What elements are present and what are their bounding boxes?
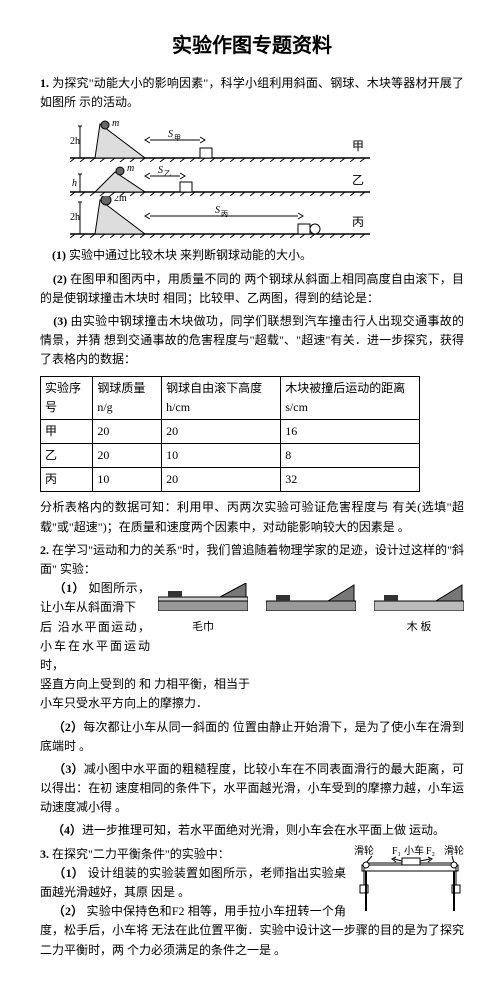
table-row: 丙102032 [41,468,420,492]
svg-text:h: h [72,178,77,189]
q1-p1: (1) 实验中通过比较木块 来判断钢球动能的大小。 [40,246,464,265]
q1-intro: 1. 为探究"动能大小的影响因素"，科学小组利用斜面、钢球、木块等器材开展了如图… [40,74,464,112]
svg-text:F₁: F₁ [392,846,401,857]
q2-num: 2. [40,543,49,557]
table-header-row: 实验序号 钢球质量 n/g 钢球自由滚下高度 h/cm 木块被撞后运动的距离 s… [41,376,420,419]
q2-p4: （4）进一步推理可知，若水平面绝对光滑，则小车会在水平面上做 运动。 [40,821,464,840]
q2: 2. 在学习"运动和力的关系"时，我们曾追随着物理学家的足迹，设计过这样的"斜面… [40,541,464,714]
svg-text:S: S [215,205,220,216]
data-table: 实验序号 钢球质量 n/g 钢球自由滚下高度 h/cm 木块被撞后运动的距离 s… [40,376,420,493]
ramp-yi: m h S乙 乙 [70,162,370,196]
svg-text:甲: 甲 [352,139,364,153]
table-row: 乙20108 [41,444,420,468]
surface-mid [266,583,356,637]
th: 实验序号 [41,376,93,419]
surface-towel: 毛巾 [158,583,248,637]
page-title: 实验作图专题资料 [40,30,464,62]
svg-text:小车: 小车 [404,845,424,857]
svg-text:2h: 2h [70,136,80,147]
svg-text:F₂: F₂ [426,846,435,857]
th: 钢球自由滚下高度 h/cm [162,376,281,419]
svg-text:2h: 2h [70,212,80,223]
q2-p2: （2）每次都让小车从同一斜面的 位置由静止开始滑下，是为了使小车在滑到底端时 。 [40,718,464,756]
q3-num: 3. [40,847,49,861]
q1-intro-text: 为探究"动能大小的影响因素"，科学小组利用斜面、钢球、木块等器材开展了如图所 示… [40,76,464,109]
q3-p1: 设计组装的实验装置如图所示，老师指出实验桌面越光滑越好，其原 因是 。 [40,866,346,899]
svg-text:S: S [168,129,173,140]
q3-intro: 在探究"二力平衡条件"的实验中： [52,847,230,861]
q1-p4: 分析表格内的数据可知：利用甲、丙两次实验可验证危害程度与 有关(选填"超载"或"… [40,498,464,536]
ramp-diagrams: m 2h S甲 甲 m h S乙 乙 2m 2h S丙 丙 [70,120,464,238]
q1-p2: (2) 在图甲和图丙中，用质量不同的 两个钢球从斜面上相同高度自由滚下，目的是使… [40,270,464,308]
q2-intro: 在学习"运动和力的关系"时，我们曾追随着物理学家的足迹，设计过这样的"斜面" 实… [40,543,464,576]
svg-text:丙: 丙 [221,210,228,218]
th: 钢球质量 n/g [93,376,162,419]
svg-text:丙: 丙 [352,215,364,229]
q2-p3: （3）减小图中水平面的粗糙程度，比较小车在不同表面滑行的最大距离，可以得出：在初… [40,760,464,818]
ramp-bing: 2m 2h S丙 丙 [70,196,370,238]
q1-p3: (3) 由实验中钢球撞击木块做功，同学们联想到汽车撞击行人出现交通事故的情景，并… [40,312,464,370]
ramp-jia: m 2h S甲 甲 [70,120,370,162]
th: 木块被撞后运动的距离 s/cm [281,376,420,419]
svg-text:滑轮: 滑轮 [444,845,464,857]
svg-text:S: S [158,165,163,176]
svg-text:滑轮: 滑轮 [354,845,374,857]
table-row: 甲202016 [41,419,420,443]
q1-num: 1. [40,76,49,90]
surface-diagrams: 毛巾 木 板 [158,583,464,637]
svg-text:乙: 乙 [164,170,171,178]
svg-text:m: m [127,163,134,174]
svg-text:2m: 2m [114,196,127,204]
balance-diagram: 滑轮 F₁ 小车 F₂ 滑轮 [354,845,464,921]
svg-text:m: m [112,120,119,129]
q3: 滑轮 F₁ 小车 F₂ 滑轮 3. 在探究"二力平衡条件"的实验中： （1） 设… [40,845,464,960]
svg-text:甲: 甲 [174,134,181,142]
surface-wood: 木 板 [374,583,464,637]
svg-text:乙: 乙 [352,173,364,187]
